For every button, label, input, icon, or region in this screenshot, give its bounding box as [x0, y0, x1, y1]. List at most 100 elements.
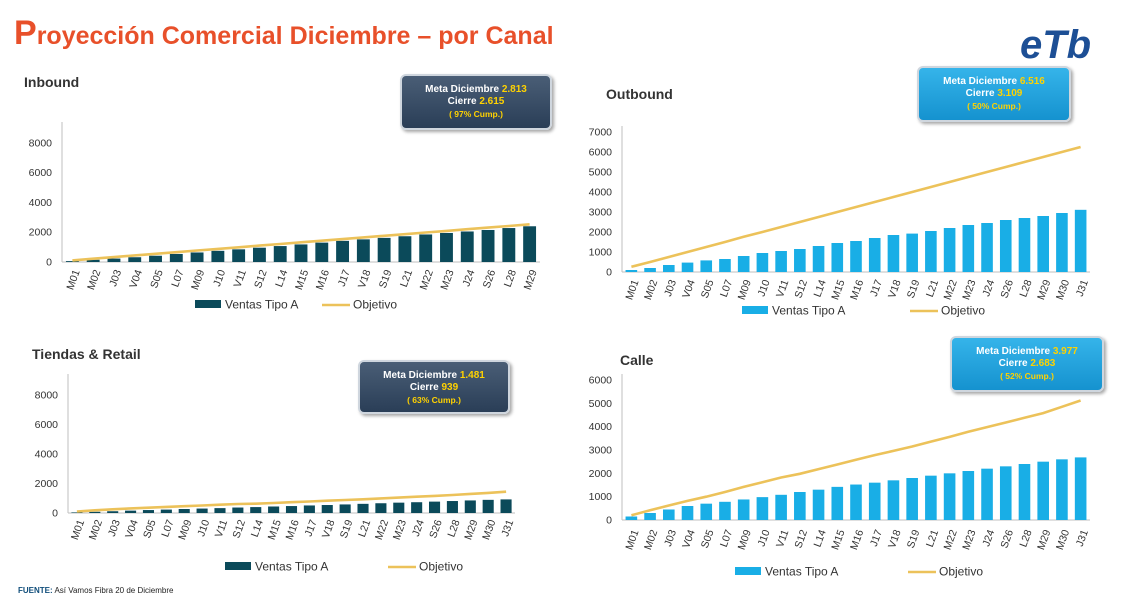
y-tick-label: 4000 [589, 421, 613, 433]
bar-M16 [285, 506, 298, 513]
bar-J10 [756, 497, 769, 520]
x-tick-label: L28 [445, 518, 462, 539]
x-tick-label: L07 [718, 278, 735, 299]
x-tick-label: M01 [623, 278, 641, 301]
x-tick-label: J24 [980, 528, 997, 548]
bar-S05 [700, 260, 713, 272]
x-tick-label: M02 [642, 278, 660, 301]
cierre-label: Cierre [447, 96, 477, 107]
cump-value: ( 52% Cump.) [1000, 371, 1054, 381]
x-tick-label: V11 [774, 528, 791, 549]
bar-M22 [375, 503, 387, 513]
bar-S05 [700, 503, 713, 520]
x-tick-label: L21 [356, 518, 373, 539]
bar-M01 [71, 512, 83, 513]
x-tick-label: J03 [662, 528, 679, 548]
y-tick-label: 4000 [29, 197, 53, 209]
bar-M15 [831, 243, 844, 272]
bar-S12 [252, 247, 266, 262]
x-tick-label: M22 [418, 268, 436, 291]
y-tick-label: 2000 [589, 468, 613, 480]
bar-S12 [794, 249, 806, 272]
x-tick-label: V18 [356, 268, 374, 290]
title-first-letter: P [14, 14, 37, 52]
bar-V11 [775, 251, 787, 272]
y-tick-label: 5000 [589, 167, 613, 179]
y-tick-label: 1000 [589, 491, 613, 503]
bar-V11 [214, 508, 226, 513]
y-tick-label: 2000 [29, 227, 53, 239]
bar-J24 [411, 502, 423, 513]
bar-M15 [268, 506, 280, 513]
y-tick-label: 6000 [35, 419, 59, 431]
x-tick-label: M02 [87, 518, 105, 541]
meta-label: Meta Diciembre [425, 84, 500, 95]
x-tick-label: M30 [480, 518, 498, 541]
x-tick-label: J10 [195, 518, 212, 538]
x-tick-label: M16 [848, 278, 866, 301]
bar-M23 [962, 225, 975, 272]
bar-M29 [1037, 216, 1050, 272]
x-tick-label: S12 [252, 268, 270, 290]
x-tick-label: S19 [905, 528, 923, 550]
bar-M29 [523, 226, 537, 262]
bar-M30 [1056, 213, 1068, 272]
x-tick-label: V11 [232, 268, 249, 289]
legend-ventas-label: Ventas Tipo A [225, 298, 298, 312]
bar-J24 [981, 223, 993, 272]
bar-V18 [887, 235, 900, 272]
bar-V04 [681, 262, 694, 272]
bar-M23 [393, 502, 405, 513]
bar-M29 [464, 500, 476, 513]
x-tick-label: M22 [942, 528, 960, 551]
etb-logo: eTb [1020, 23, 1091, 64]
x-tick-label: L28 [502, 268, 519, 289]
bar-M02 [89, 511, 101, 513]
bar-J17 [868, 238, 881, 272]
calle-meta-badge: Meta Diciembre 3.977 Cierre 2.683 ( 52% … [950, 336, 1104, 392]
legend-ventas-label: Ventas Tipo A [765, 565, 838, 579]
x-tick-label: J17 [868, 278, 885, 298]
bar-L28 [446, 501, 458, 513]
bar-J10 [196, 508, 208, 513]
objetivo-line [76, 490, 507, 513]
inbound-title: Inbound [24, 74, 80, 90]
y-tick-label: 7000 [589, 127, 613, 139]
bar-M30 [482, 499, 494, 513]
meta-label: Meta Diciembre [943, 76, 1018, 87]
y-tick-label: 3000 [589, 445, 613, 457]
y-tick-label: 6000 [589, 147, 613, 159]
bar-M23 [440, 232, 453, 262]
y-tick-label: 2000 [35, 478, 59, 490]
legend-bar-swatch [225, 562, 251, 570]
x-tick-label: M29 [462, 518, 480, 541]
x-tick-label: S26 [998, 528, 1016, 550]
bar-V11 [232, 249, 246, 262]
bar-M09 [737, 256, 750, 272]
x-tick-label: M22 [942, 278, 960, 301]
x-tick-label: V11 [213, 518, 230, 539]
outbound-title: Outbound [606, 86, 673, 102]
x-tick-label: S05 [699, 528, 717, 550]
x-tick-label: M02 [642, 528, 660, 551]
bar-M16 [850, 484, 862, 520]
y-tick-label: 6000 [29, 167, 53, 179]
bar-M23 [962, 471, 975, 520]
x-tick-label: J24 [980, 278, 997, 298]
bar-L21 [398, 236, 412, 262]
bar-S26 [428, 501, 441, 513]
x-tick-label: L21 [924, 528, 941, 549]
bar-M30 [1056, 459, 1068, 520]
x-tick-label: M15 [829, 528, 847, 551]
x-tick-label: M23 [391, 518, 409, 541]
y-tick-label: 1000 [589, 247, 613, 259]
x-tick-label: J31 [1074, 278, 1091, 298]
x-tick-label: J10 [211, 268, 228, 288]
legend-bar-swatch [735, 567, 761, 575]
bar-J03 [107, 258, 121, 262]
legend-bar-swatch [195, 300, 221, 308]
y-tick-label: 8000 [29, 137, 53, 149]
bar-M16 [850, 241, 862, 272]
x-tick-label: M01 [64, 268, 82, 291]
bar-V04 [128, 257, 142, 262]
